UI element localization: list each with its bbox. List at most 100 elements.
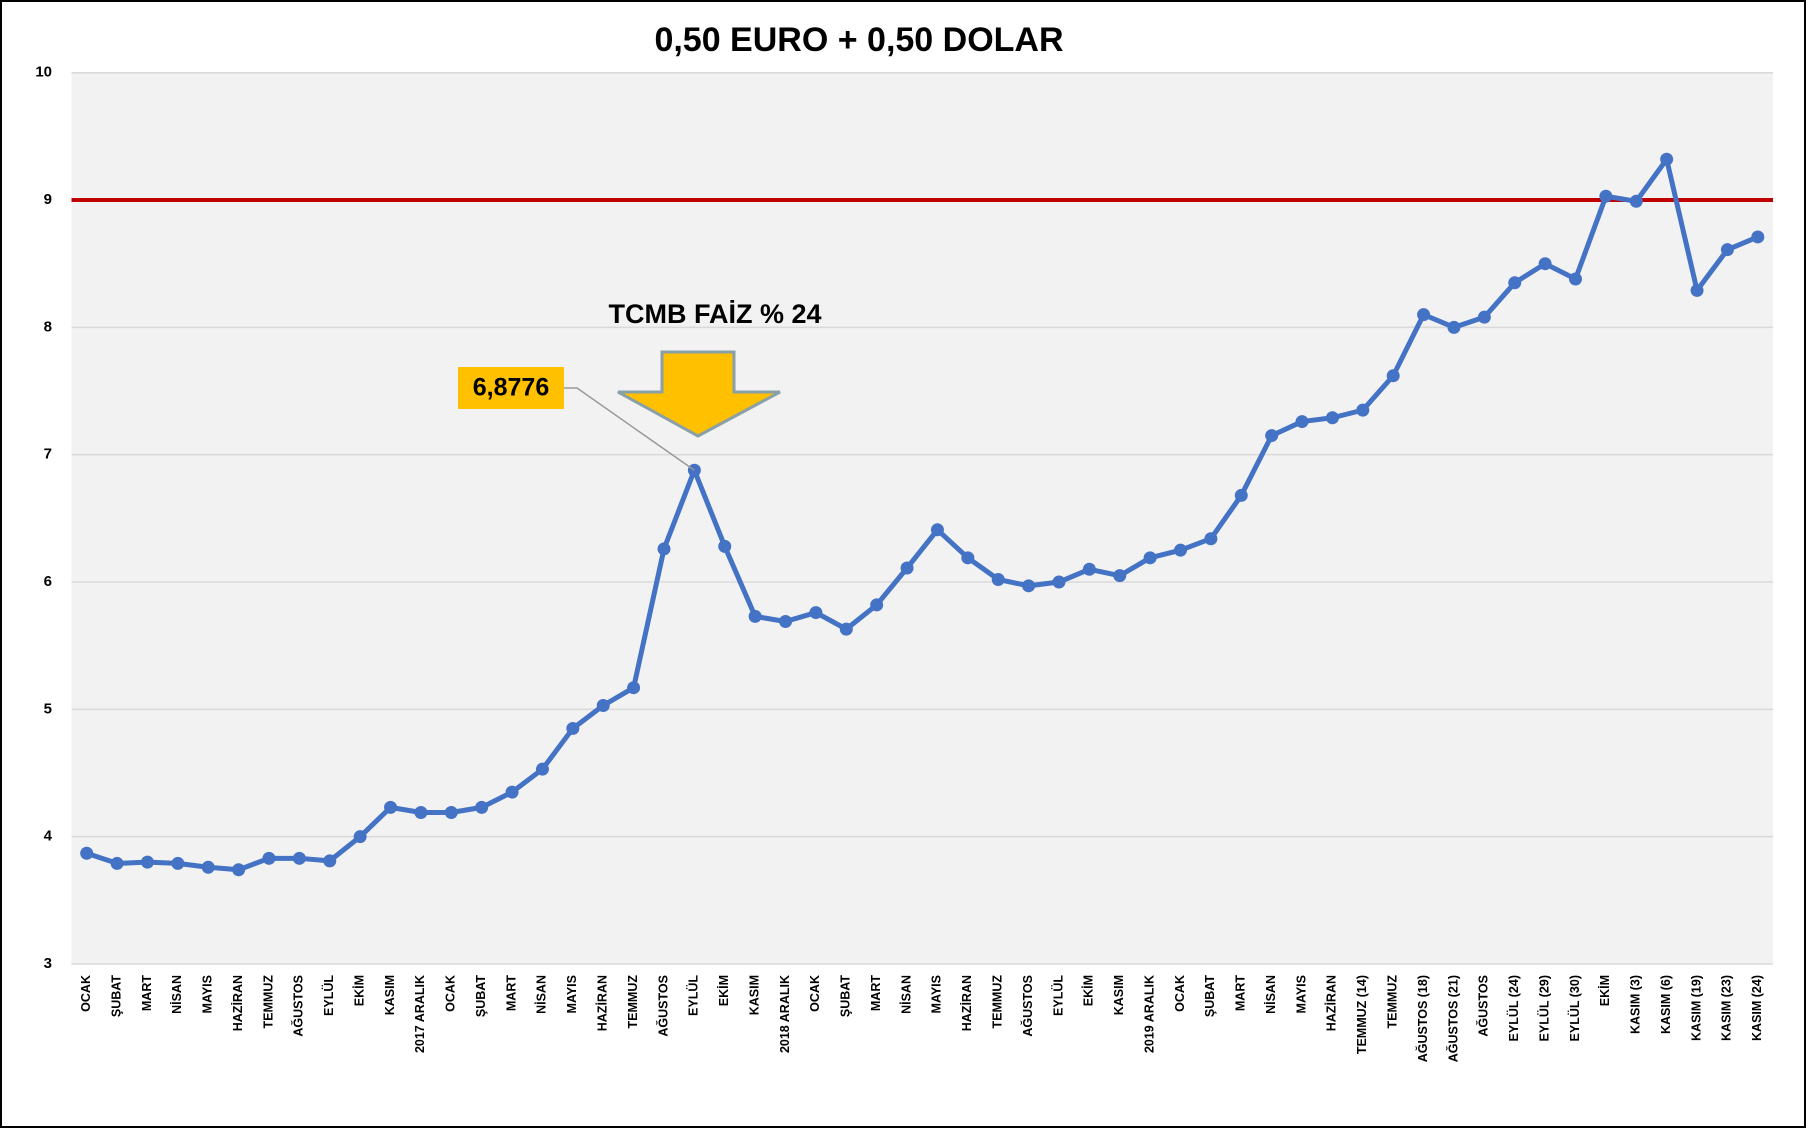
point [201,860,215,874]
x-tick-label: KASIM (23) [1720,975,1734,1041]
y-tick-label: 8 [44,318,52,335]
x-tick-label: HAZİRAN [230,975,245,1031]
point [1295,415,1309,429]
point [262,851,276,865]
point [748,609,762,623]
x-tick-label: KASIM (3) [1629,975,1643,1034]
point [1720,243,1734,257]
x-tick-label: EYLÜL [321,975,336,1016]
data-label: 6,8776 [473,374,549,402]
x-tick-label: MART [1234,975,1248,1011]
leader-line [564,387,695,471]
x-tick-label: KASIM (24) [1750,975,1764,1041]
annotation: TCMB FAİZ % 24 [608,299,821,329]
x-tick-label: TEMMUZ [1385,975,1399,1029]
point [1386,369,1400,383]
x-tick-label: OCAK [79,975,93,1012]
point [232,863,246,877]
x-tick-label: MART [869,975,883,1011]
point [1477,310,1491,324]
y-tick-label: 6 [44,573,52,590]
x-tick-label: EYLÜL (24) [1506,975,1521,1041]
point [1538,257,1552,271]
x-tick-label: NİSAN [169,975,184,1014]
point [171,856,185,870]
x-tick-label: EYLÜL [686,975,701,1016]
point [1569,272,1583,286]
point [1356,403,1370,417]
point [140,855,154,869]
point [475,800,489,814]
x-tick-label: EYLÜL (30) [1567,975,1582,1041]
point [1174,543,1188,557]
point [1113,569,1127,583]
x-tick-label: NİSAN [1263,975,1278,1014]
y-tick-label: 4 [44,828,53,845]
x-tick-label: HAZİRAN [959,975,974,1031]
arrow [617,350,781,438]
point [596,699,610,713]
point [991,572,1005,586]
point [1022,579,1036,593]
x-tick-label: TEMMUZ [626,975,640,1029]
point [1417,308,1431,322]
x-tick-label: HAZİRAN [595,975,610,1031]
point [80,846,94,860]
plot-area [71,72,1773,964]
point [1052,575,1066,589]
x-tick-label: MART [504,975,518,1011]
x-tick-label: EKİM [351,975,366,1006]
x-tick-label: TEMMUZ [991,975,1005,1029]
point [535,762,549,776]
point [809,606,823,620]
x-tick-label: ŞUBAT [839,975,853,1017]
point [292,851,306,865]
point [444,805,458,819]
point [657,542,671,556]
point [353,830,367,844]
point [566,721,580,735]
point [414,805,428,819]
x-tick-label: 2018 ARALIK [778,975,792,1053]
x-tick-label: EYLÜL [1050,975,1065,1016]
x-tick-label: MAYIS [565,975,579,1013]
point [505,785,519,799]
chart-title: 0,50 EURO + 0,50 DOLAR [654,21,1063,59]
x-tick-label: EKİM [1081,975,1096,1006]
x-tick-label: HAZİRAN [1324,975,1339,1031]
point [323,854,337,868]
point [384,800,398,814]
point [110,856,124,870]
x-tick-label: AĞUSTOS (18) [1415,975,1430,1062]
x-tick-label: NİSAN [534,975,549,1014]
x-tick-label: EKİM [716,975,731,1006]
label-box [458,367,564,409]
point [779,614,793,628]
point [1599,189,1613,203]
x-tick-label: ŞUBAT [109,975,123,1017]
y-tick-label: 3 [44,955,52,972]
x-tick-label: MART [140,975,154,1011]
point [870,598,884,612]
point [1234,488,1248,502]
x-tick-label: OCAK [808,975,822,1012]
x-tick-label: TEMMUZ [261,975,275,1029]
x-tick-label: ŞUBAT [474,975,488,1017]
x-tick-label: AĞUSTOS [655,975,670,1037]
point [961,551,975,565]
x-tick-label: AĞUSTOS (21) [1445,975,1460,1062]
point [839,622,853,636]
x-tick-label: TEMMUZ (14) [1355,975,1369,1054]
y-tick-label: 9 [44,191,52,208]
x-tick-label: MAYIS [1294,975,1308,1013]
x-tick-label: OCAK [444,975,458,1012]
x-tick-label: MAYIS [930,975,944,1013]
point [1265,429,1279,443]
point [1629,194,1643,208]
point [1204,532,1218,546]
point [627,681,641,695]
x-tick-label: AĞUSTOS [1476,975,1491,1037]
x-tick-label: ŞUBAT [1203,975,1217,1017]
point [1447,320,1461,334]
